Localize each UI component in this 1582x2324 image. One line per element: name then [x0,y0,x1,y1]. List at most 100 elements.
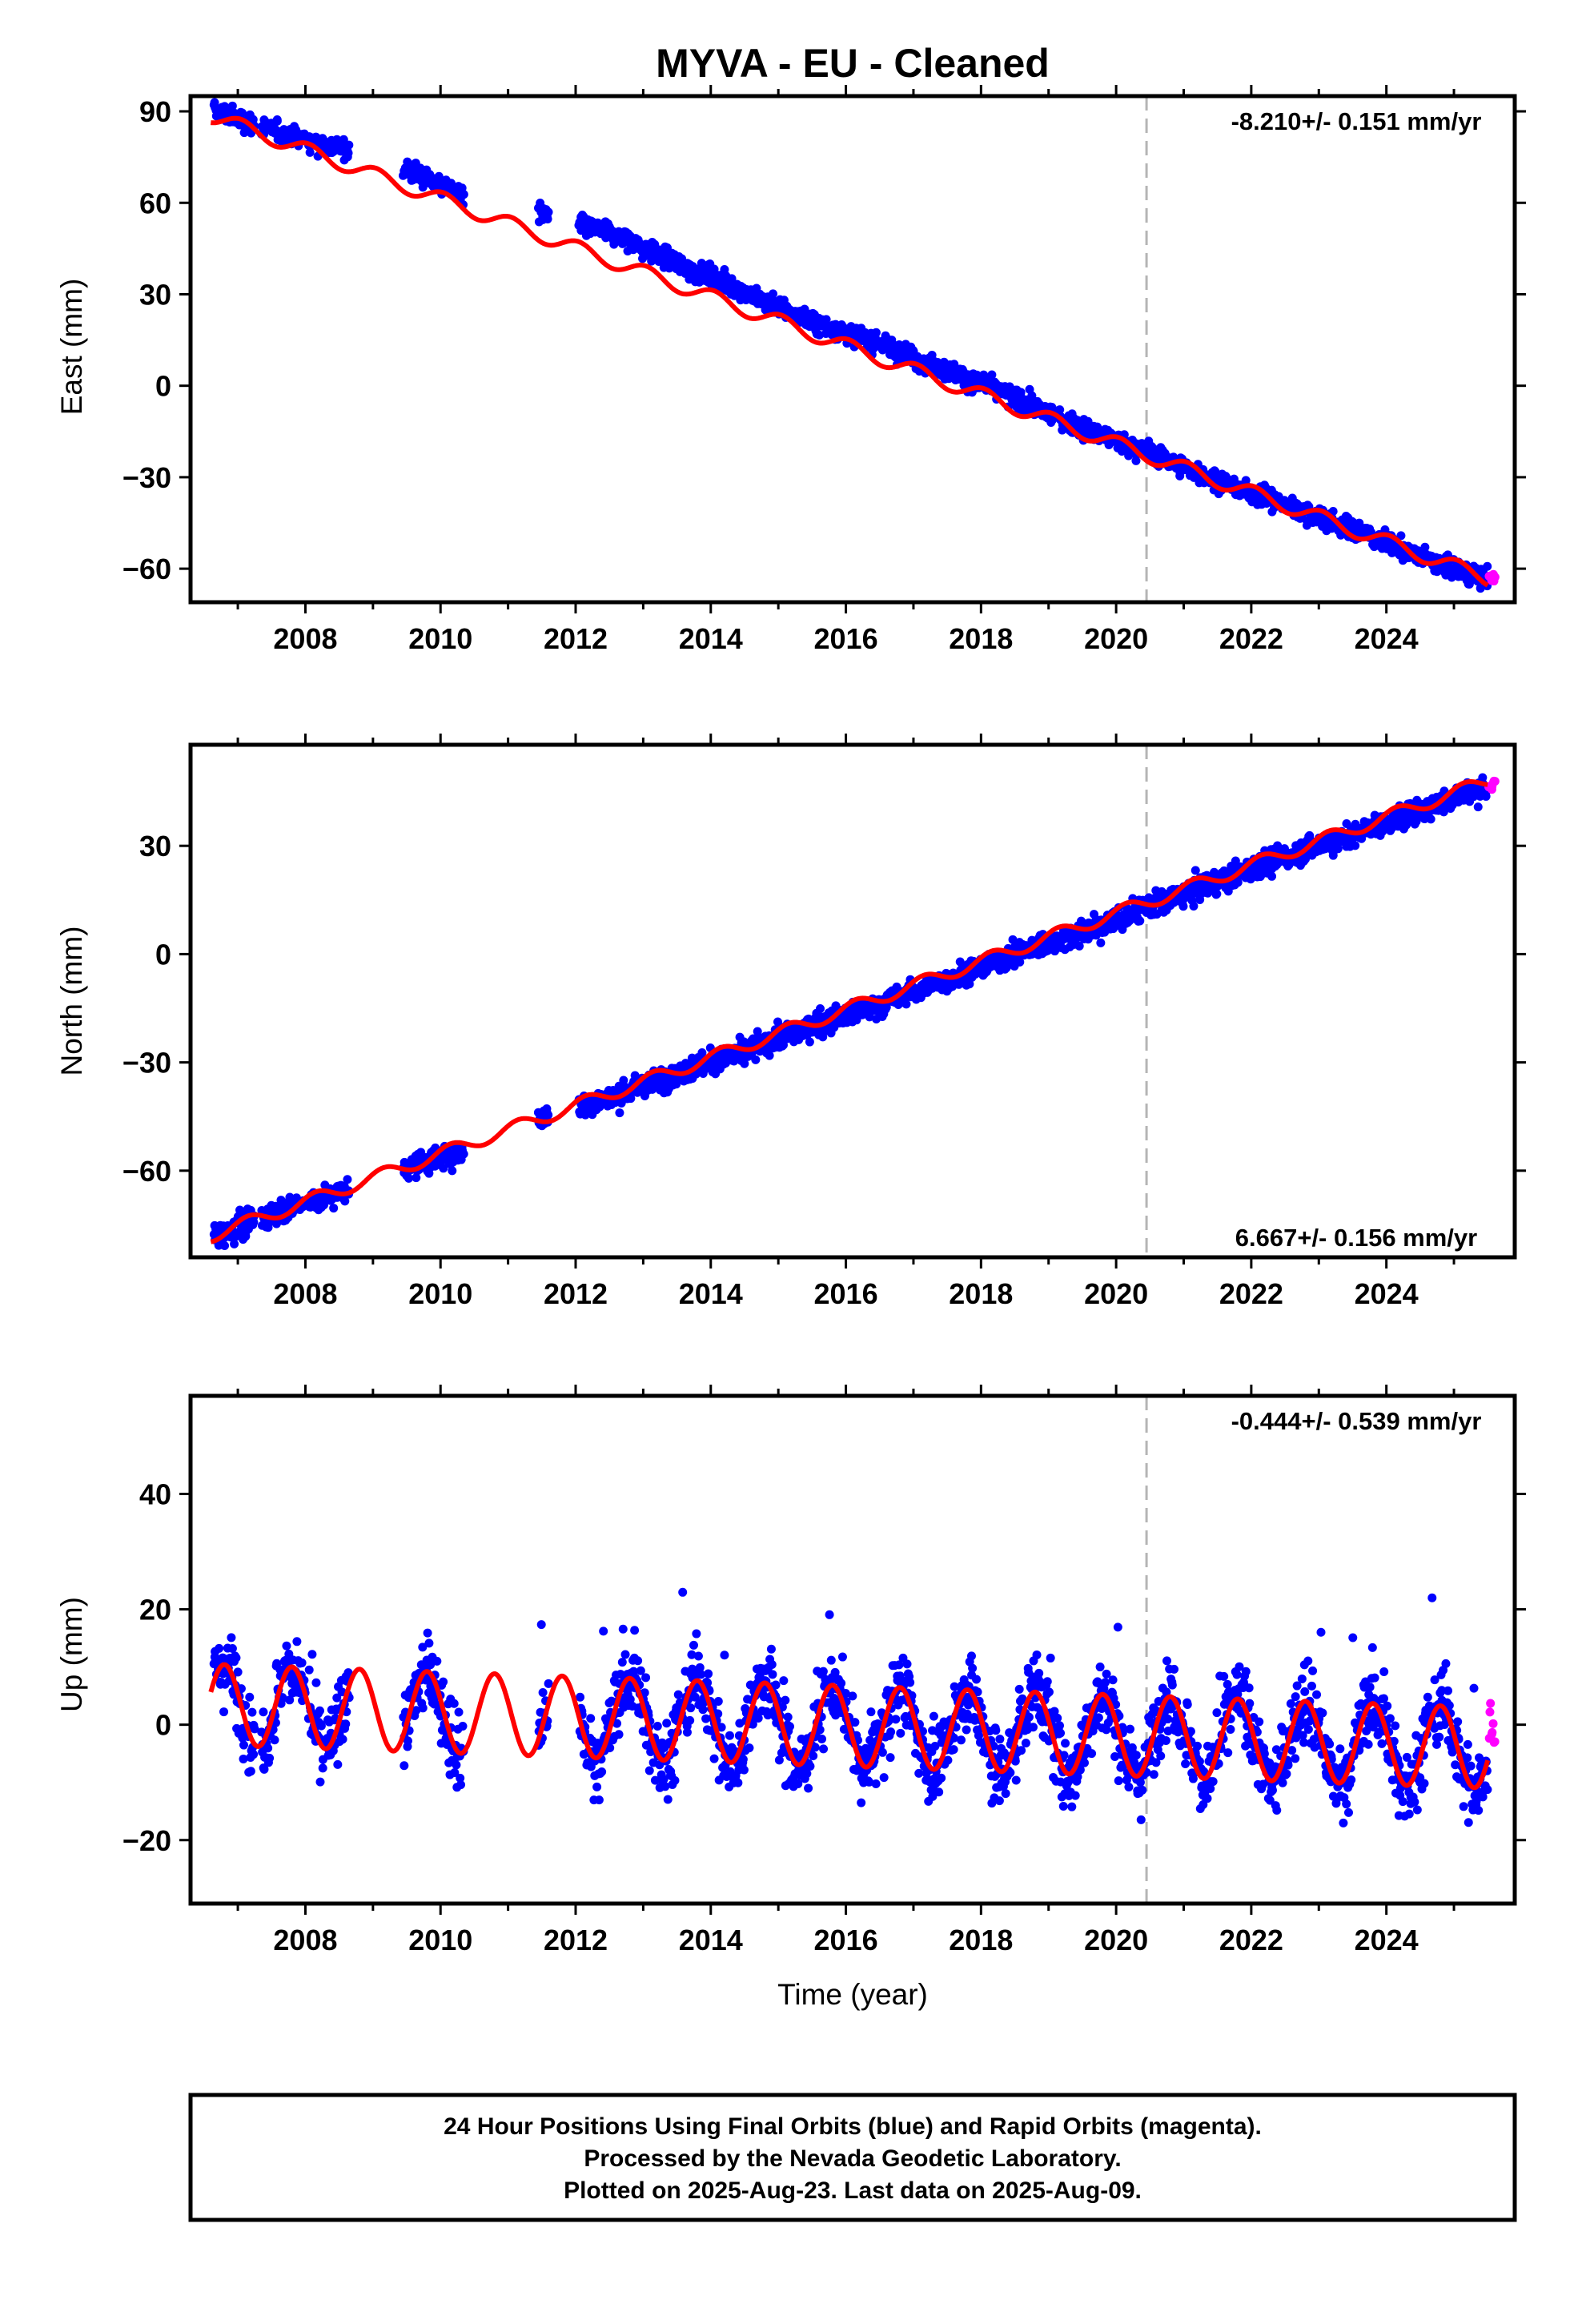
north-plot-area [209,745,1500,1257]
east-y-tick-label: 90 [139,95,171,128]
north-data-point [699,1065,709,1075]
up-data-point [781,1695,790,1705]
east-x-tick-label: 2010 [408,622,472,655]
north-data-point [1178,902,1188,911]
east-model-fit-line [210,115,1489,588]
up-data-point [292,1637,302,1647]
up-data-point [318,1763,327,1773]
up-data-point [400,1761,409,1771]
up-data-point [599,1626,608,1636]
east-data-point [1131,456,1141,465]
up-data-point [692,1629,701,1638]
up-data-point [857,1798,866,1807]
up-data-point [432,1656,442,1666]
north-data-point [740,1059,749,1068]
up-data-point [745,1743,754,1753]
north-x-tick-label: 2024 [1355,1277,1419,1310]
north-data-point [1008,935,1018,944]
north-data-point [1212,889,1222,899]
up-data-point [316,1721,326,1731]
up-data-point [673,1690,683,1699]
east-x-tick-label: 2016 [814,622,878,655]
up-data-point [586,1714,596,1723]
up-data-point [265,1753,275,1763]
east-x-tick-label: 2020 [1084,622,1148,655]
north-data-point [1191,866,1200,875]
north-x-tick-label: 2010 [408,1277,472,1310]
up-data-point [768,1670,777,1679]
up-data-point [891,1715,901,1724]
north-x-tick-label: 2018 [949,1277,1013,1310]
up-data-point [439,1677,448,1687]
up-data-point [620,1650,630,1659]
north-data-point [448,1166,457,1176]
up-data-point [698,1705,708,1715]
north-x-tick-label: 2020 [1084,1277,1148,1310]
north-data-point [765,1051,774,1060]
east-data-point [339,135,348,144]
up-data-point [662,1719,672,1728]
up-data-point [682,1727,692,1737]
up-data-point [818,1667,828,1676]
up-data-point [245,1692,255,1702]
up-data-point [311,1678,321,1687]
up-data-point [837,1652,847,1662]
east-data-point [727,274,737,283]
east-x-tick-label: 2014 [679,622,743,655]
east-y-tick-label: −60 [122,553,171,585]
up-data-point [307,1650,317,1659]
up-data-point [233,1667,243,1677]
up-data-point [219,1707,229,1717]
up-data-point [686,1703,696,1713]
east-x-tick-label: 2024 [1355,622,1419,655]
north-final-orbit-points [209,773,1492,1250]
east-data-point [227,101,237,111]
up-data-point [297,1658,307,1667]
up-data-point [249,1750,259,1759]
north-data-point [805,1037,814,1047]
east-data-point [1396,531,1406,541]
north-data-point [340,1196,350,1206]
up-data-point [826,1655,836,1665]
north-data-point [412,1173,421,1183]
east-y-tick-label: 30 [139,278,171,311]
north-data-point [249,1217,259,1227]
east-data-point [871,328,881,337]
east-data-point [769,289,778,299]
figure-title: MYVA - EU - Cleaned [656,41,1050,86]
up-data-point [902,1659,912,1669]
up-data-point [641,1673,651,1683]
up-data-point [689,1640,698,1650]
up-data-point [418,1703,428,1713]
up-data-point [315,1777,325,1787]
up-data-point [449,1699,459,1708]
up-data-point [738,1755,748,1764]
east-data-point [459,190,468,199]
up-data-point [720,1651,729,1660]
up-data-point [819,1744,829,1754]
east-x-tick-label: 2012 [544,622,608,655]
up-data-point [809,1751,818,1761]
up-data-point [685,1715,695,1725]
north-data-point [343,1175,352,1184]
east-data-point [1483,561,1492,571]
north-data-point [965,979,974,989]
up-data-point [825,1610,834,1619]
up-data-point [885,1753,895,1763]
east-final-orbit-points [209,98,1492,593]
north-data-point [881,1003,891,1012]
up-data-point [652,1721,662,1731]
up-data-point [239,1740,248,1750]
up-data-point [693,1651,703,1661]
north-data-point [1267,871,1277,881]
north-x-tick-label: 2008 [273,1277,337,1310]
north-data-point [1074,941,1084,951]
up-data-point [704,1669,713,1679]
up-data-point [871,1779,881,1788]
east-x-tick-label: 2018 [949,622,1013,655]
up-y-axis-label: Up (mm) [55,1597,88,1712]
up-data-point [456,1780,466,1790]
up-data-point [866,1707,876,1717]
up-data-point [934,1787,944,1797]
east-data-point [544,207,553,217]
